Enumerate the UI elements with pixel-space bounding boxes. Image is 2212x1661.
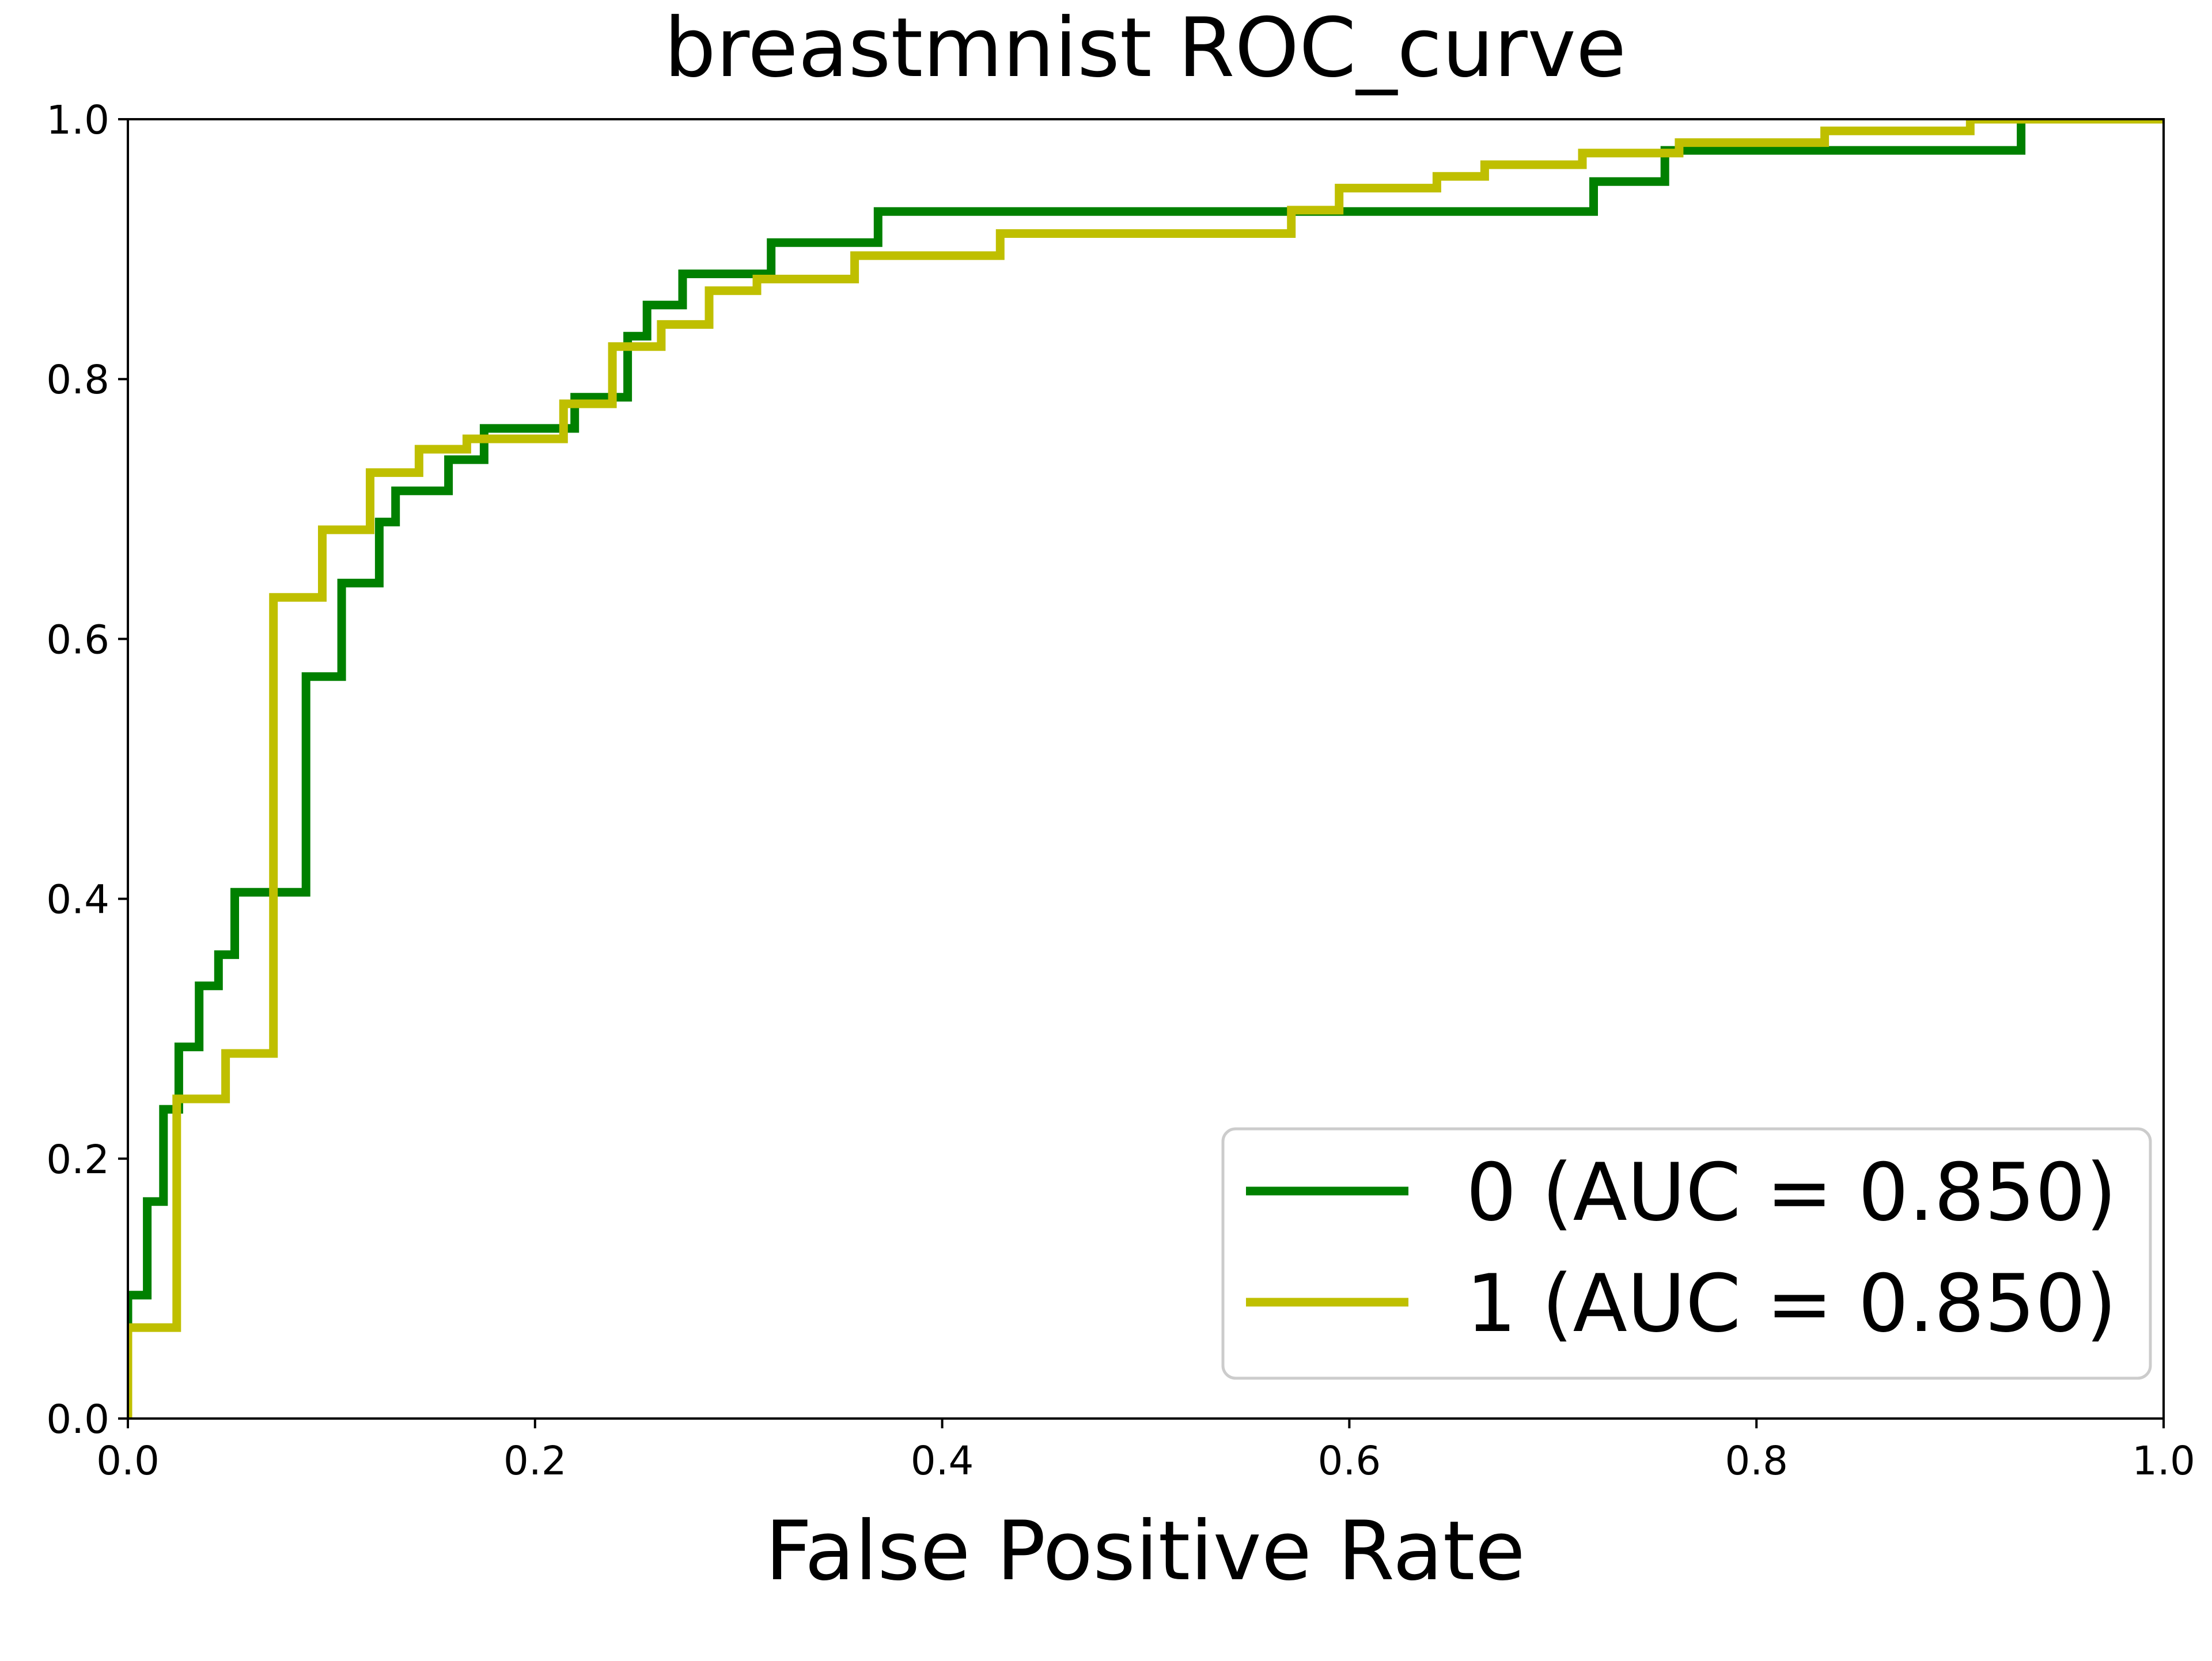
legend-box	[1221, 1127, 2152, 1380]
x-tick-label-1: 0.2	[503, 1438, 567, 1484]
x-tick-label-0: 0.0	[96, 1438, 160, 1484]
axes: 0.0 0.2 0.4 0.6 0.8 1.0 0.0 0.2 0.4 0.6 0.8 1.0	[46, 97, 2195, 1484]
y-tick-label-2: 0.4	[46, 877, 109, 923]
plot-area	[128, 119, 2164, 1419]
series-line-1	[128, 119, 2164, 1419]
x-tick-label-2: 0.4	[911, 1438, 974, 1484]
y-tick-label-5: 1.0	[46, 97, 109, 143]
x-tick-label-5: 1.0	[2132, 1438, 2195, 1484]
series-line-0	[128, 119, 2164, 1419]
x-tick-label-4: 0.8	[1725, 1438, 1788, 1484]
axes-frame	[127, 118, 2165, 1420]
x-tick-label-3: 0.6	[1318, 1438, 1381, 1484]
legend: 0 (AUC = 0.850) 1 (AUC = 0.850)	[1221, 1127, 2152, 1380]
legend-label-1: 1 (AUC = 0.850)	[1466, 1257, 2117, 1350]
y-tick-label-1: 0.2	[46, 1137, 109, 1183]
y-tick-label-0: 0.0	[46, 1397, 109, 1443]
x-axis-label: False Positive Rate	[765, 1504, 1525, 1599]
legend-label-0: 0 (AUC = 0.850)	[1466, 1146, 2117, 1239]
chart-title: breastmnist ROC_curve	[664, 1, 1626, 96]
y-tick-label-4: 0.8	[46, 357, 109, 403]
y-tick-label-3: 0.6	[46, 617, 109, 663]
